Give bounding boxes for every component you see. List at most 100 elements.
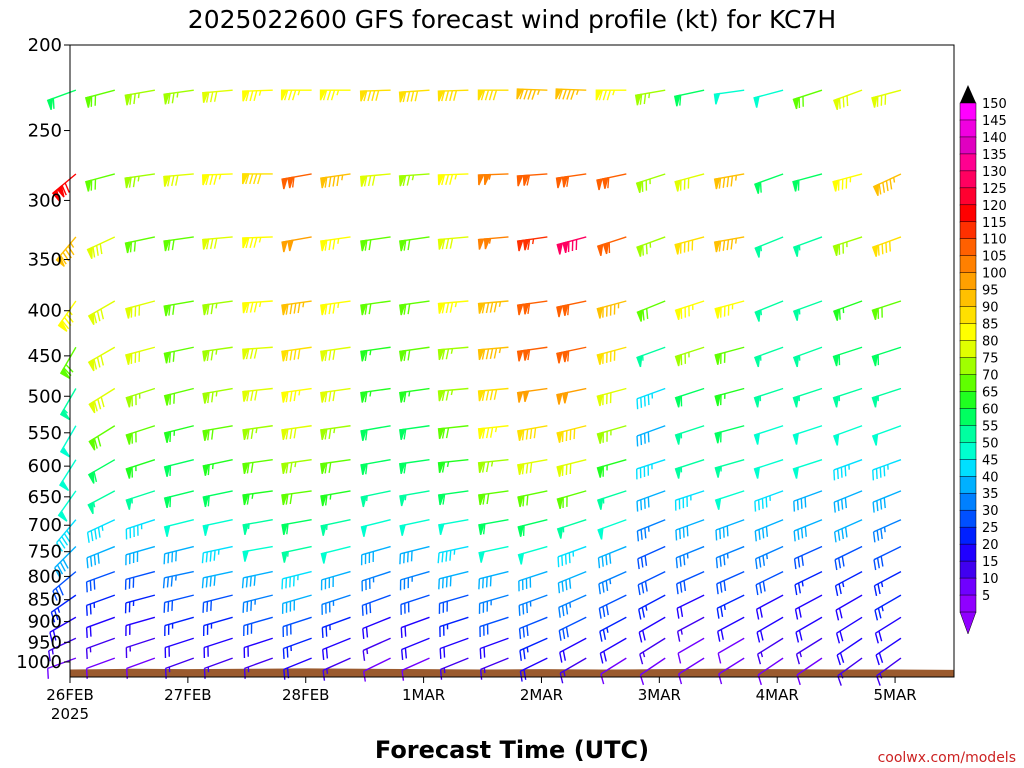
barb-shaft <box>164 570 194 579</box>
barb-shaft <box>636 425 666 437</box>
barb-half <box>326 668 329 674</box>
barb-full <box>445 238 450 250</box>
barb-flag <box>597 527 604 540</box>
wind-barb <box>795 637 823 665</box>
wind-barb <box>479 637 509 659</box>
barb-full <box>89 626 92 637</box>
barb-full <box>445 390 450 401</box>
barb-full <box>889 178 893 190</box>
barb-full <box>878 184 882 195</box>
barb-flag <box>561 350 569 363</box>
credit-text[interactable]: coolwx.com/models <box>878 750 1016 766</box>
barb-full <box>722 177 726 188</box>
wind-barb <box>673 89 705 107</box>
barb-full <box>837 500 840 512</box>
wind-barb <box>557 570 587 594</box>
wind-barb <box>163 594 194 613</box>
barb-shaft <box>872 490 902 503</box>
wind-barb <box>162 570 194 589</box>
barb-flag <box>871 95 878 108</box>
barb-full <box>249 302 254 313</box>
x-tick-label: 28FEB <box>282 686 329 704</box>
barb-full <box>795 632 800 643</box>
barb-shaft <box>639 637 666 655</box>
barb-shaft <box>600 657 627 675</box>
barb-full <box>522 626 525 638</box>
wind-barb <box>477 236 509 250</box>
barb-full <box>211 391 214 403</box>
barb-full <box>719 556 722 567</box>
barb-full <box>249 90 254 102</box>
barb-full <box>637 558 640 570</box>
x-tick-label: 26FEB <box>46 686 93 704</box>
barb-full <box>332 176 336 187</box>
barb-flag <box>832 243 840 256</box>
barb-full <box>716 608 720 619</box>
barb-flag <box>125 395 132 408</box>
barb-half <box>454 174 458 180</box>
wind-barb <box>322 657 351 681</box>
barb-full <box>481 390 486 401</box>
barb-flag <box>673 94 681 107</box>
barb-full <box>565 579 568 591</box>
colorbar-label: 80 <box>982 335 999 350</box>
barb-full <box>531 89 537 100</box>
barb-full <box>718 673 723 685</box>
barb-full <box>677 653 682 664</box>
barb-shaft <box>125 570 156 581</box>
colorbar-swatch <box>959 594 977 613</box>
barb-shaft <box>439 637 469 650</box>
barb-shaft <box>363 657 391 672</box>
barb-full <box>842 96 845 108</box>
barb-shaft <box>86 545 116 559</box>
barb-shaft <box>400 594 430 606</box>
barb-flag <box>483 173 491 186</box>
barb-full <box>400 627 403 639</box>
wind-barb <box>241 570 273 589</box>
wind-barb <box>517 490 548 508</box>
barb-shaft <box>479 594 509 605</box>
barb-flag <box>556 305 563 318</box>
x-tick-label: 27FEB <box>164 686 211 704</box>
wind-barb <box>716 594 745 619</box>
barb-flag <box>754 181 761 194</box>
wind-barb <box>203 637 233 658</box>
colorbar-label: 140 <box>982 131 1007 146</box>
barb-full <box>642 630 646 641</box>
y-tick-label: 800 <box>28 566 62 587</box>
barb-full <box>286 523 289 535</box>
barb-full <box>287 89 293 101</box>
barb-flag <box>320 428 327 441</box>
barb-flag <box>59 479 70 492</box>
wind-barb <box>362 637 391 661</box>
barb-full <box>523 89 529 100</box>
barb-full <box>209 174 214 185</box>
barb-half <box>57 607 61 613</box>
barb-half <box>137 176 140 182</box>
barb-full <box>96 357 101 368</box>
barb-full <box>324 428 328 440</box>
wind-barb <box>792 459 823 479</box>
wind-barb <box>163 425 194 443</box>
barb-flag <box>555 88 563 100</box>
barb-full <box>723 580 727 591</box>
barb-full <box>324 462 328 474</box>
barb-full <box>328 462 332 473</box>
barb-full <box>245 173 250 185</box>
barb-full <box>873 585 878 597</box>
barb-flag <box>561 175 569 188</box>
wind-barb <box>281 594 312 614</box>
wind-barb <box>834 570 863 597</box>
barb-half <box>680 629 683 635</box>
barb-full <box>449 174 454 185</box>
barb-full <box>568 552 571 564</box>
wind-barb <box>125 387 156 408</box>
barb-shaft <box>599 594 627 609</box>
wind-barb <box>400 594 430 615</box>
y-axis: 200 250 300 350 400 450 500 550 600 650 700 750 800 8… <box>16 35 70 673</box>
barb-full <box>250 390 254 401</box>
barb-shaft <box>715 519 745 531</box>
barb-full <box>765 497 768 508</box>
barb-flag <box>522 174 530 186</box>
barb-full <box>285 494 289 505</box>
